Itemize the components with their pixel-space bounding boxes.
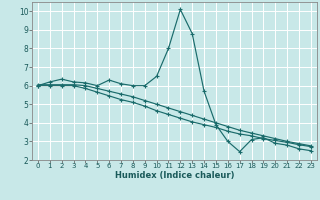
X-axis label: Humidex (Indice chaleur): Humidex (Indice chaleur) [115, 171, 234, 180]
